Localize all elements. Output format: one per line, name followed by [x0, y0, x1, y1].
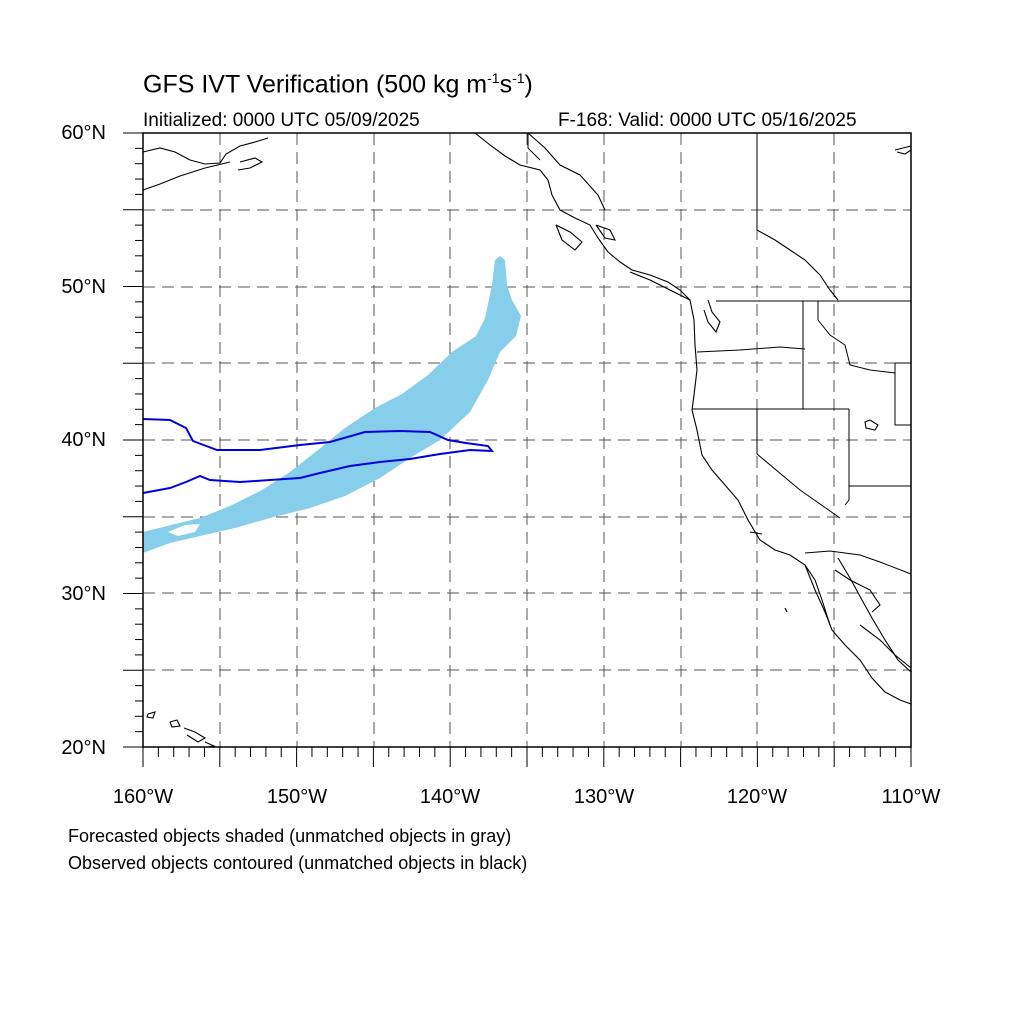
lon-label-130w: 130°W	[573, 786, 635, 808]
lat-label-50: 50°N	[61, 276, 106, 298]
lon-label-160w: 160°W	[112, 786, 174, 808]
forecast-ivt-object	[143, 256, 521, 553]
legend-note-forecast: Forecasted objects shaded (unmatched obj…	[68, 826, 512, 846]
lon-label-140w: 140°W	[419, 786, 481, 808]
lon-label-120w: 120°W	[726, 786, 788, 808]
axis-ticks	[123, 132, 912, 767]
lat-label-20: 20°N	[61, 737, 106, 759]
initialized-time: Initialized: 0000 UTC 05/09/2025	[143, 110, 420, 131]
lat-label-40: 40°N	[61, 429, 106, 451]
lon-label-150w: 150°W	[266, 786, 328, 808]
coastlines	[142, 132, 912, 748]
lat-label-30: 30°N	[61, 583, 106, 605]
map-title: GFS IVT Verification (500 kg m-1s-1)	[143, 70, 533, 99]
lat-label-60: 60°N	[61, 122, 106, 144]
observed-contour-north	[142, 418, 495, 494]
forecast-hole	[168, 524, 200, 536]
lon-label-110w: 110°W	[881, 786, 941, 808]
legend-note-observed: Observed objects contoured (unmatched ob…	[68, 853, 528, 873]
valid-time: F-168: Valid: 0000 UTC 05/16/2025	[558, 110, 857, 131]
grid-lines	[143, 133, 911, 747]
political-borders	[527, 133, 912, 575]
